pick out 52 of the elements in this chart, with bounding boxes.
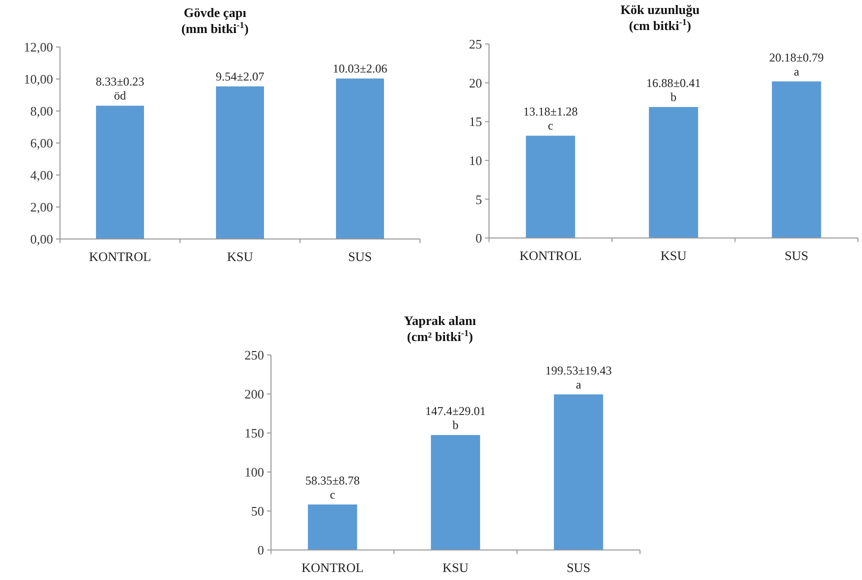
y-tick-label: 0 (258, 542, 264, 558)
y-tick-label: 25 (469, 36, 482, 52)
y-tick-label: 0 (476, 230, 482, 246)
data-label: 13.18±1.28 c (523, 104, 578, 133)
y-tick-label: 15 (469, 114, 482, 130)
y-tick-label: 100 (244, 464, 264, 480)
data-label: 16.88±0.41 b (646, 76, 701, 104)
data-label: 58.35±8.78 c (305, 473, 360, 502)
y-tick-label: 10 (469, 152, 482, 168)
y-tick-label: 0,00 (30, 232, 53, 247)
bar (96, 106, 144, 239)
chart-title: Yaprak alanı (404, 313, 476, 328)
x-tick-label: KONTROL (519, 248, 582, 263)
y-tick-label: 5 (476, 192, 482, 207)
x-tick-label: KONTROL (88, 249, 152, 264)
y-tick-label: 250 (244, 348, 264, 363)
data-label: 20.18±0.79 a (769, 50, 824, 78)
y-tick-label: 200 (244, 386, 264, 402)
y-tick-label: 4,00 (30, 168, 53, 183)
bar (772, 81, 822, 238)
x-tick-label: KSU (442, 560, 470, 575)
bar (648, 107, 698, 238)
data-label: 10.03±2.06 (332, 62, 388, 76)
chart-subtitle: (cm bitki$^{-1}$) (628, 17, 692, 33)
y-tick-label: 12,00 (24, 40, 53, 55)
data-label: 199.53±19.43 a (545, 363, 612, 392)
chart-title: Kök uzunluğu (620, 2, 700, 17)
data-label: 9.54±2.07 (216, 69, 264, 84)
y-tick-label: 20 (469, 75, 482, 90)
x-tick-label: SUS (784, 248, 808, 263)
y-tick-label: 150 (244, 426, 264, 441)
data-label: 8.33±0.23 öd (96, 74, 144, 103)
y-tick-label: 50 (251, 504, 264, 519)
x-tick-label: KONTROL (301, 560, 364, 575)
y-tick-label: 6,00 (30, 136, 53, 151)
bar (526, 136, 576, 238)
chart-subtitle: (cm² bitki$^{-1}$) (406, 328, 474, 344)
data-label: 147.4±29.01 b (425, 404, 486, 432)
bar (336, 78, 384, 239)
y-tick-label: 2,00 (30, 200, 53, 215)
x-tick-label: SUS (348, 249, 372, 264)
chart-title: Gövde çapı (184, 5, 247, 20)
x-tick-label: KSU (660, 248, 688, 263)
chart-subtitle: (mm bitki$^{-1}$) (181, 20, 249, 36)
bar (430, 435, 480, 550)
y-tick-label: 10,00 (24, 72, 53, 87)
y-tick-label: 8,00 (30, 104, 53, 119)
bar (554, 394, 604, 550)
bar (216, 86, 264, 239)
x-tick-label: SUS (566, 560, 590, 575)
bar (308, 504, 358, 550)
x-tick-label: KSU (226, 249, 254, 264)
